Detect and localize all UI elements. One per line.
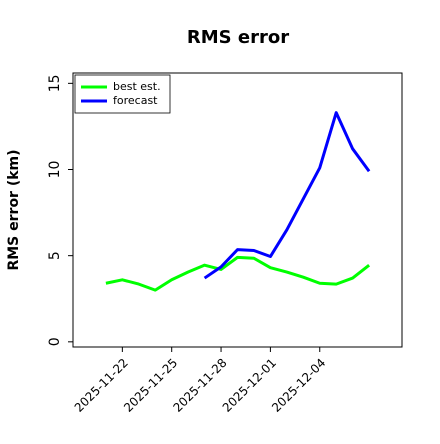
y-tick-label: 10 [47,161,63,179]
y-tick-label: 5 [47,251,63,260]
series-line [105,255,371,292]
y-axis-label: RMS error (km) [6,149,22,270]
series-line [203,111,371,280]
y-tick-label: 15 [47,74,63,92]
legend-label: best est. [113,80,161,93]
y-tick-label: 0 [47,337,63,346]
legend-box [74,74,171,114]
x-tick-label: 2025-12-04 [269,356,328,415]
chart-title: RMS error [187,27,289,48]
legend-label: forecast [113,94,158,107]
plot-frame [72,72,403,348]
